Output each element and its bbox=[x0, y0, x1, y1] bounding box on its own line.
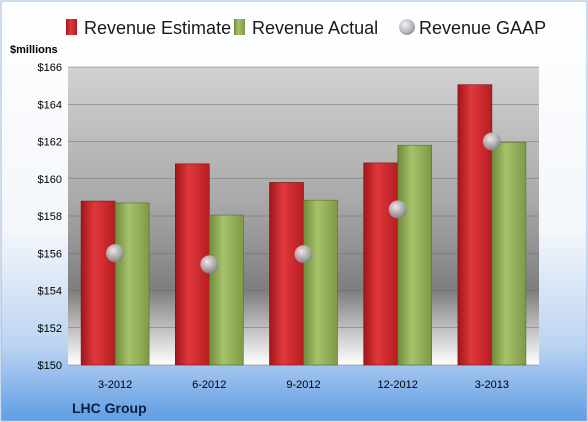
bar-revenue-actual bbox=[397, 144, 433, 366]
y-tick-label: $166 bbox=[38, 62, 62, 74]
x-tick-label: 3-2013 bbox=[475, 379, 509, 391]
y-tick-label: $158 bbox=[38, 211, 62, 223]
y-tick-label: $164 bbox=[38, 99, 62, 111]
legend-label-revenue-estimate: Revenue Estimate bbox=[84, 18, 231, 38]
bar-revenue-estimate bbox=[80, 200, 116, 366]
x-tick-label: 12-2012 bbox=[378, 379, 418, 391]
y-tick-label: $152 bbox=[38, 323, 62, 335]
bar-revenue-actual bbox=[209, 214, 244, 366]
y-axis-unit-label: $millions bbox=[10, 44, 58, 56]
bar-revenue-actual bbox=[303, 199, 338, 366]
legend-swatch-revenue-actual bbox=[234, 19, 245, 35]
marker-revenue-gaap bbox=[388, 200, 407, 219]
bar-revenue-estimate bbox=[457, 84, 493, 366]
legend-label-revenue-gaap: Revenue GAAP bbox=[419, 18, 546, 38]
y-axis-ticks: $150 $152 $154 $156 $158 $160 $162 $164 $166 bbox=[38, 62, 62, 372]
x-tick-label: 6-2012 bbox=[192, 379, 226, 391]
bars bbox=[80, 84, 527, 366]
x-tick-label: 3-2012 bbox=[98, 379, 132, 391]
y-tick-label: $162 bbox=[38, 137, 62, 149]
marker-revenue-gaap bbox=[482, 132, 501, 151]
bar-revenue-actual bbox=[491, 142, 527, 366]
x-axis-ticks: 3-2012 6-2012 9-2012 12-2012 3-2013 bbox=[98, 379, 509, 391]
legend-label-revenue-actual: Revenue Actual bbox=[252, 18, 378, 38]
bar-revenue-estimate bbox=[269, 182, 304, 366]
y-tick-label: $160 bbox=[38, 174, 62, 186]
marker-revenue-gaap bbox=[200, 255, 219, 274]
company-label: LHC Group bbox=[72, 400, 147, 416]
y-tick-label: $150 bbox=[38, 360, 62, 372]
legend-swatch-revenue-estimate bbox=[66, 19, 77, 35]
marker-revenue-gaap bbox=[106, 244, 125, 263]
x-tick-label: 9-2012 bbox=[286, 379, 320, 391]
gaap-markers bbox=[106, 132, 501, 274]
marker-revenue-gaap bbox=[294, 245, 313, 264]
y-tick-label: $154 bbox=[38, 286, 62, 298]
legend-swatch-revenue-gaap bbox=[399, 19, 415, 35]
bar-revenue-actual bbox=[114, 202, 150, 366]
y-tick-label: $156 bbox=[38, 248, 62, 260]
bar-revenue-estimate bbox=[363, 162, 399, 366]
legend: Revenue Estimate Revenue Actual Revenue … bbox=[66, 18, 546, 38]
